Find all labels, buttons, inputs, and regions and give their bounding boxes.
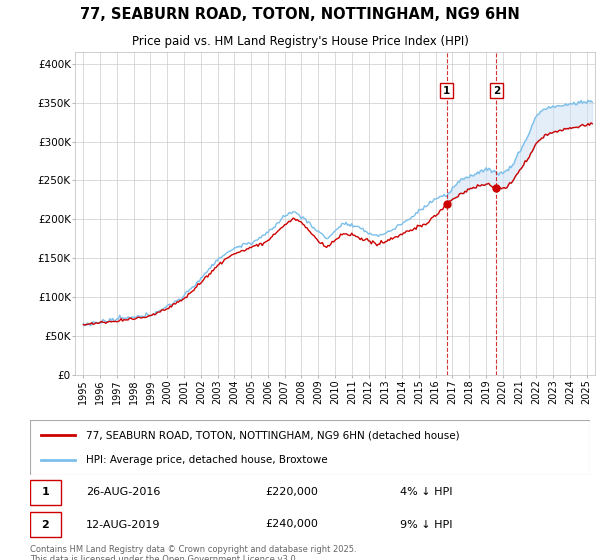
Text: 1: 1 — [443, 86, 450, 96]
Text: 26-AUG-2016: 26-AUG-2016 — [86, 487, 160, 497]
Text: Price paid vs. HM Land Registry's House Price Index (HPI): Price paid vs. HM Land Registry's House … — [131, 35, 469, 49]
Text: 2: 2 — [493, 86, 500, 96]
Bar — [30, 480, 61, 505]
Text: 4% ↓ HPI: 4% ↓ HPI — [400, 487, 452, 497]
Text: 12-AUG-2019: 12-AUG-2019 — [86, 520, 161, 530]
Text: Contains HM Land Registry data © Crown copyright and database right 2025.
This d: Contains HM Land Registry data © Crown c… — [30, 544, 356, 560]
Text: 77, SEABURN ROAD, TOTON, NOTTINGHAM, NG9 6HN (detached house): 77, SEABURN ROAD, TOTON, NOTTINGHAM, NG9… — [86, 431, 460, 440]
Text: 77, SEABURN ROAD, TOTON, NOTTINGHAM, NG9 6HN: 77, SEABURN ROAD, TOTON, NOTTINGHAM, NG9… — [80, 7, 520, 22]
Text: 2: 2 — [41, 520, 49, 530]
Text: 1: 1 — [41, 487, 49, 497]
Text: 9% ↓ HPI: 9% ↓ HPI — [400, 520, 452, 530]
Bar — [30, 512, 61, 537]
Text: HPI: Average price, detached house, Broxtowe: HPI: Average price, detached house, Brox… — [86, 455, 328, 465]
FancyBboxPatch shape — [30, 420, 590, 475]
Text: £240,000: £240,000 — [265, 520, 318, 530]
Text: £220,000: £220,000 — [265, 487, 318, 497]
